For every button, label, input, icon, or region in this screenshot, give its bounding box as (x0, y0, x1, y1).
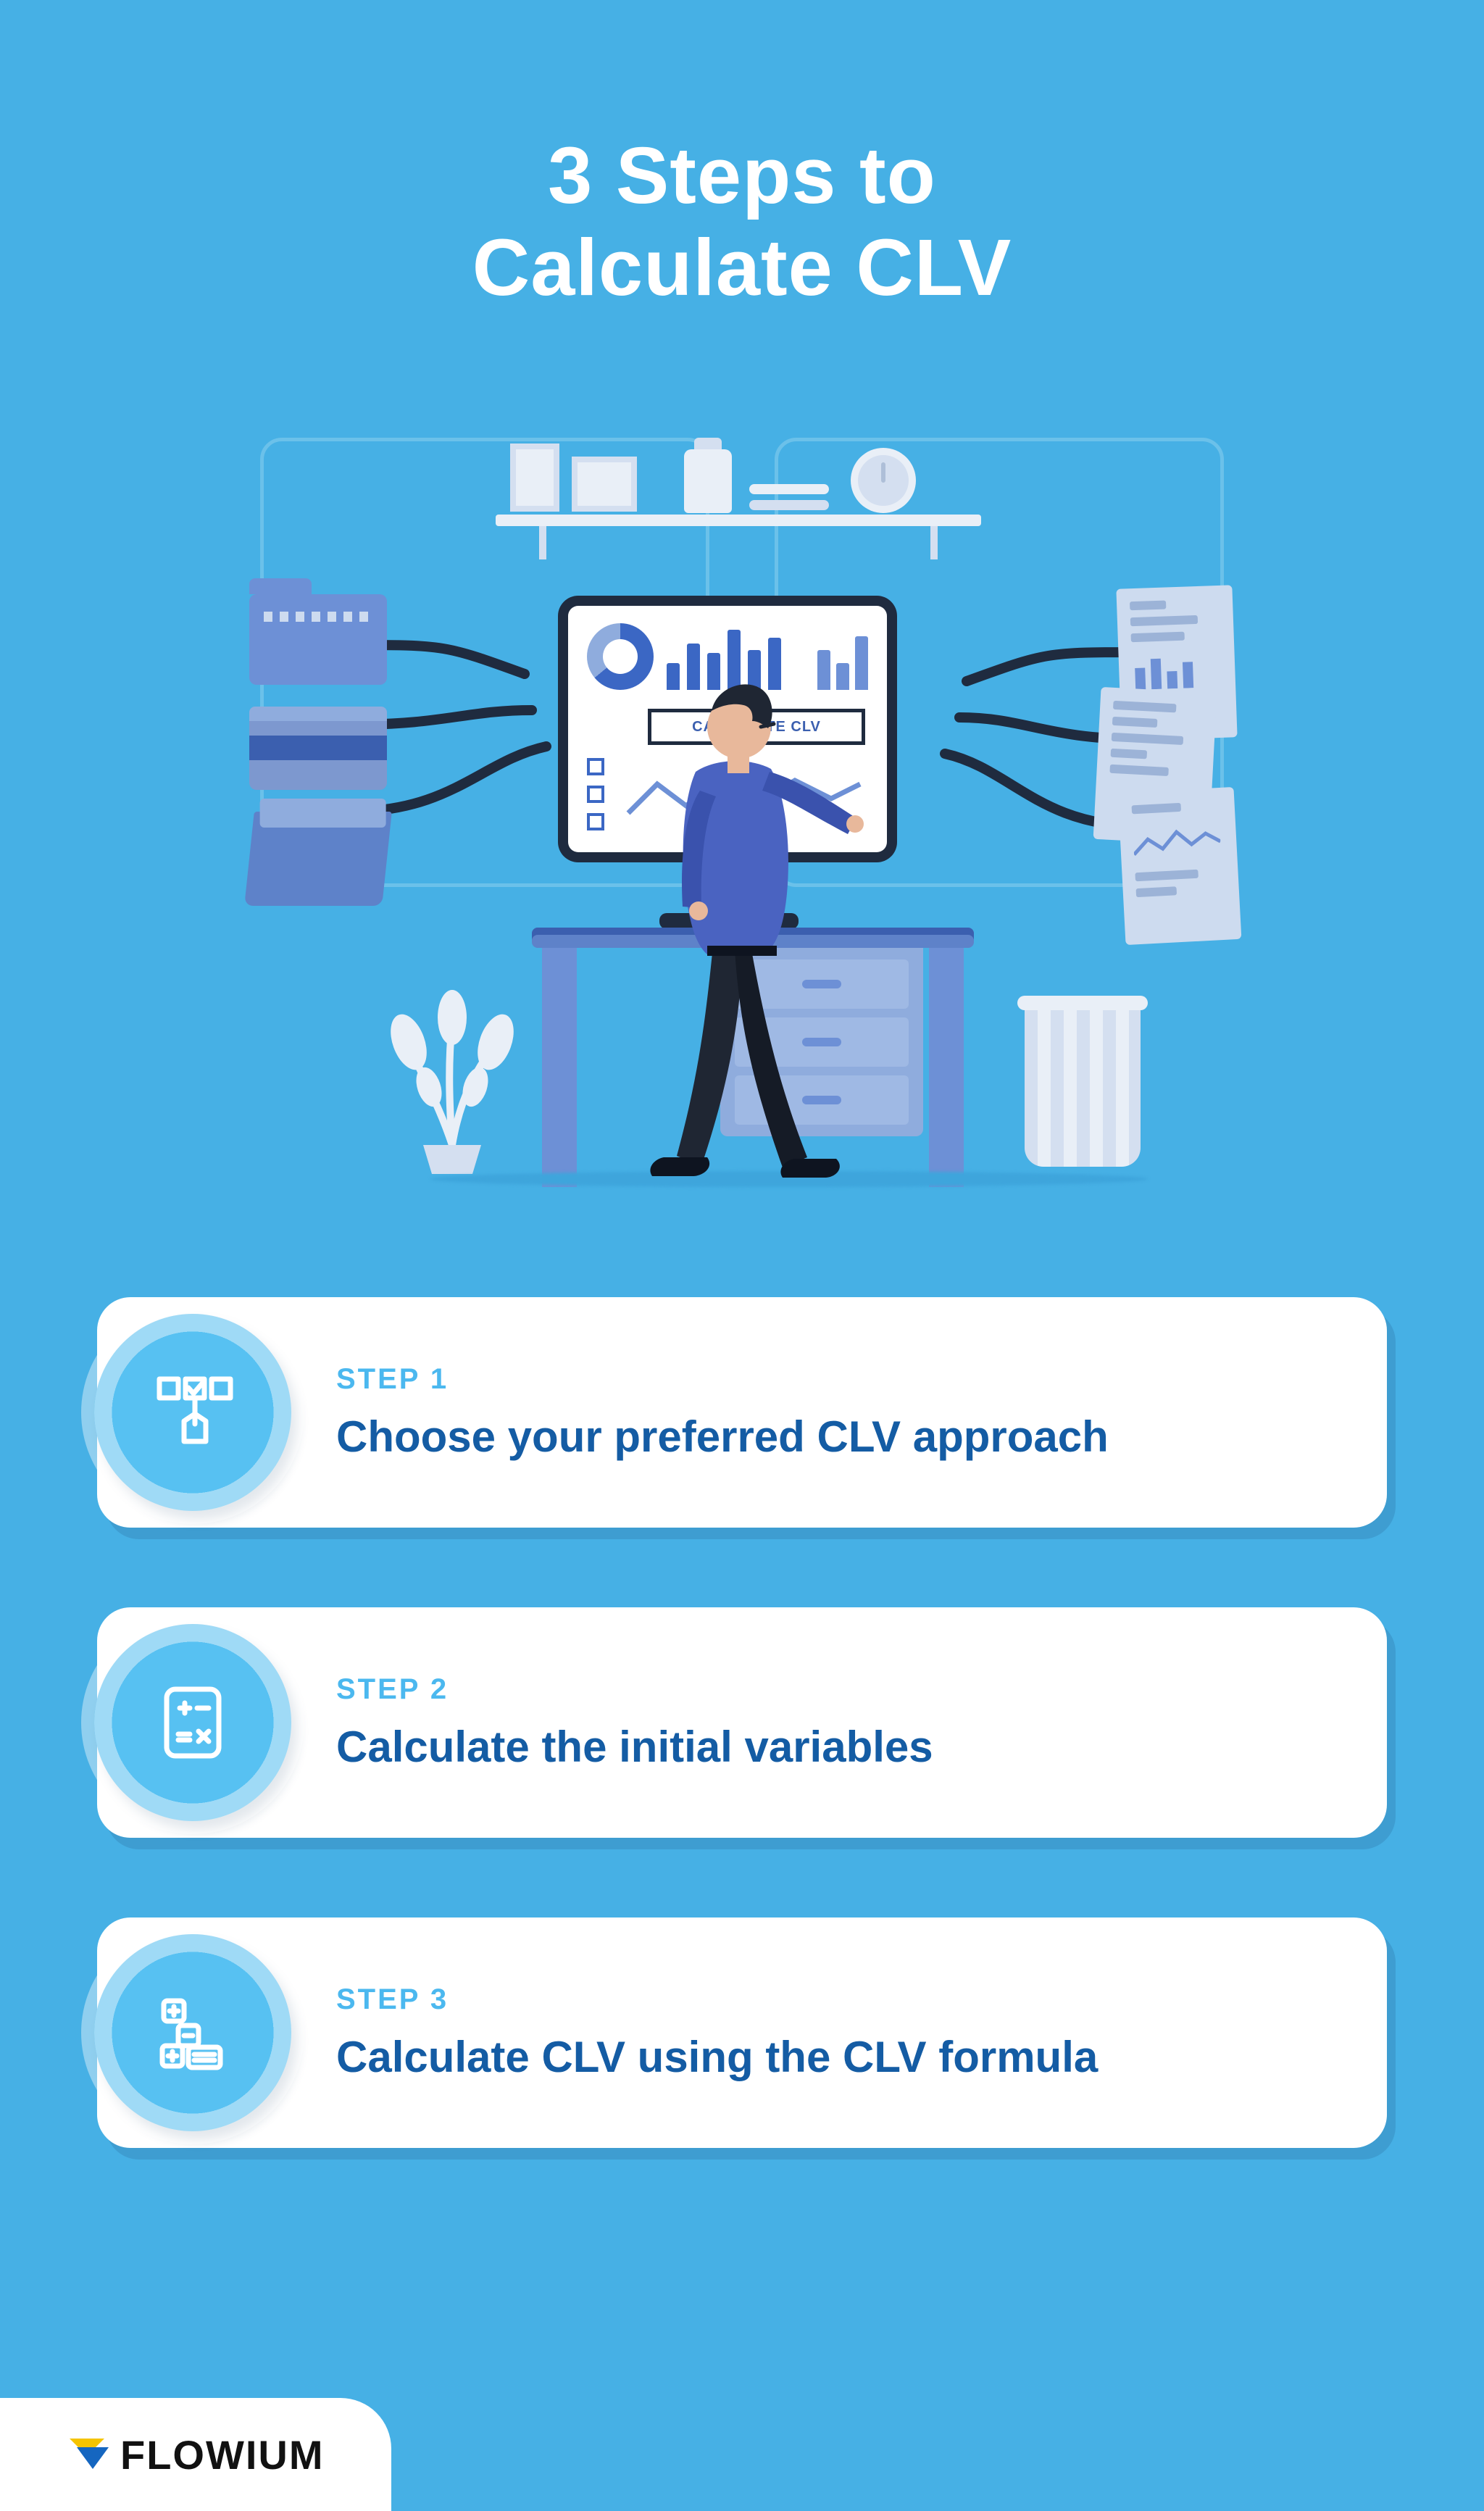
brand-logo: FLOWIUM (70, 2431, 324, 2478)
step-description: Choose your preferred CLV approach (336, 1412, 1109, 1462)
person-at-desk-icon (626, 641, 865, 1178)
zip-folder-icon (249, 594, 387, 685)
photo-frame-icon (572, 457, 637, 512)
checklist-icon (587, 758, 604, 830)
formula-icon (149, 1989, 236, 2076)
hero-illustration: CALCULATE CLV (220, 406, 1264, 1188)
open-folder-icon (244, 812, 392, 906)
calculator-icon (149, 1679, 236, 1766)
title-line-1: 3 Steps to (548, 131, 936, 220)
jar-icon (684, 449, 732, 513)
step-description: Calculate CLV using the CLV formula (336, 2032, 1098, 2082)
footer: FLOWIUM (0, 2398, 391, 2511)
steps-list: STEP 1 Choose your preferred CLV approac… (97, 1297, 1387, 2148)
step-description: Calculate the initial variables (336, 1722, 933, 1772)
trash-bin-icon (1025, 1007, 1141, 1167)
step-badge (94, 1314, 291, 1511)
brand-mark-icon (70, 2434, 110, 2475)
step-card: STEP 1 Choose your preferred CLV approac… (97, 1297, 1387, 1528)
step-card: STEP 2 Calculate the initial variables (97, 1607, 1387, 1838)
select-icon (149, 1369, 236, 1456)
title-line-2: Calculate CLV (472, 223, 1012, 312)
step-label: STEP 1 (336, 1363, 1109, 1396)
step-label: STEP 2 (336, 1673, 933, 1706)
step-label: STEP 3 (336, 1983, 1098, 2016)
step-badge (94, 1934, 291, 2131)
step-card: STEP 3 Calculate CLV using the CLV formu… (97, 1917, 1387, 2148)
brand-name: FLOWIUM (120, 2431, 324, 2478)
books-icon (749, 484, 829, 513)
page-title: 3 Steps to Calculate CLV (0, 130, 1484, 314)
step-badge (94, 1624, 291, 1821)
plant-icon (372, 964, 532, 1174)
package-box-icon (249, 707, 387, 790)
report-page-icon (1118, 787, 1242, 945)
clock-icon (851, 448, 916, 513)
photo-frame-icon (510, 444, 559, 512)
wall-shelf (496, 515, 981, 526)
